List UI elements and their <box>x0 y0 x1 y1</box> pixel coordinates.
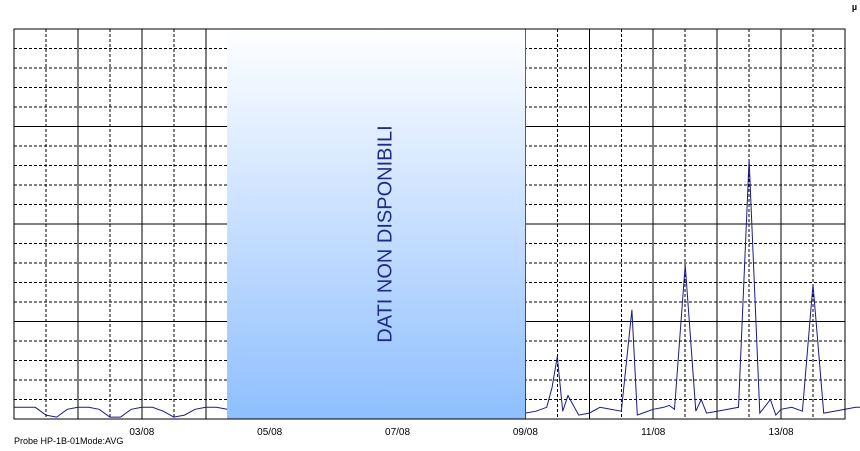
plot-frame <box>13 28 846 420</box>
no-data-band <box>227 29 526 419</box>
x-tick-label: 11/08 <box>641 427 666 438</box>
no-data-label: DATI NON DISPONIBILI <box>375 125 397 342</box>
x-tick-label: 13/08 <box>769 427 794 438</box>
x-tick-label: 05/08 <box>257 427 282 438</box>
series-group <box>14 159 860 418</box>
x-tick-label: 09/08 <box>513 427 538 438</box>
x-tick-labels: 03/08 05/08 07/08 09/08 11/08 13/08 <box>129 427 794 438</box>
series-line <box>14 406 228 418</box>
no-data-region: DATI NON DISPONIBILI <box>227 29 526 419</box>
probe-label: Probe HP-1B-01 <box>14 436 81 446</box>
x-tick-label: 07/08 <box>385 427 410 438</box>
x-tick-label: 03/08 <box>129 427 154 438</box>
mode-label: Mode:AVG <box>80 436 124 446</box>
unit-label: µ <box>852 2 857 12</box>
series-line <box>525 159 860 417</box>
